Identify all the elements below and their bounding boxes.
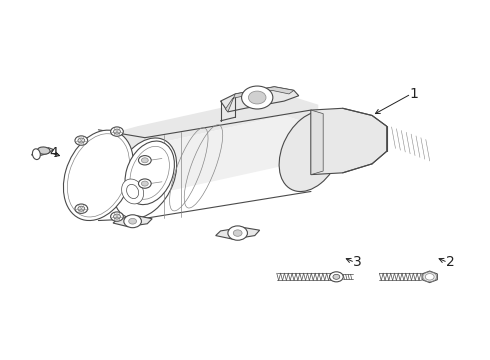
Circle shape [142, 158, 148, 163]
Polygon shape [225, 87, 294, 112]
Circle shape [139, 179, 151, 188]
Ellipse shape [126, 184, 139, 199]
Circle shape [111, 127, 123, 136]
Text: 1: 1 [409, 87, 418, 101]
Polygon shape [311, 110, 323, 175]
Circle shape [114, 129, 121, 134]
Ellipse shape [63, 130, 133, 221]
Polygon shape [98, 116, 318, 209]
Ellipse shape [122, 179, 144, 204]
Circle shape [75, 136, 88, 145]
Circle shape [78, 138, 85, 143]
Polygon shape [311, 108, 387, 175]
Circle shape [124, 215, 142, 228]
Circle shape [248, 91, 266, 104]
Circle shape [242, 86, 273, 109]
Polygon shape [220, 87, 299, 112]
Ellipse shape [32, 149, 40, 159]
Circle shape [111, 212, 123, 221]
Circle shape [425, 274, 434, 280]
Text: 3: 3 [353, 256, 362, 270]
Circle shape [139, 156, 151, 165]
Polygon shape [113, 216, 152, 226]
Circle shape [114, 214, 121, 219]
Text: 4: 4 [49, 146, 58, 160]
Polygon shape [98, 94, 318, 158]
Polygon shape [31, 148, 53, 157]
Circle shape [142, 181, 148, 186]
Ellipse shape [279, 111, 343, 192]
Circle shape [75, 204, 88, 213]
Circle shape [129, 219, 137, 224]
Ellipse shape [113, 138, 177, 219]
Ellipse shape [125, 141, 174, 204]
Polygon shape [422, 271, 437, 283]
Circle shape [233, 230, 242, 236]
Circle shape [330, 272, 343, 282]
Circle shape [333, 274, 340, 279]
Ellipse shape [37, 147, 50, 154]
Circle shape [78, 206, 85, 211]
Polygon shape [216, 227, 260, 239]
Text: 2: 2 [446, 256, 455, 270]
Circle shape [228, 226, 247, 240]
